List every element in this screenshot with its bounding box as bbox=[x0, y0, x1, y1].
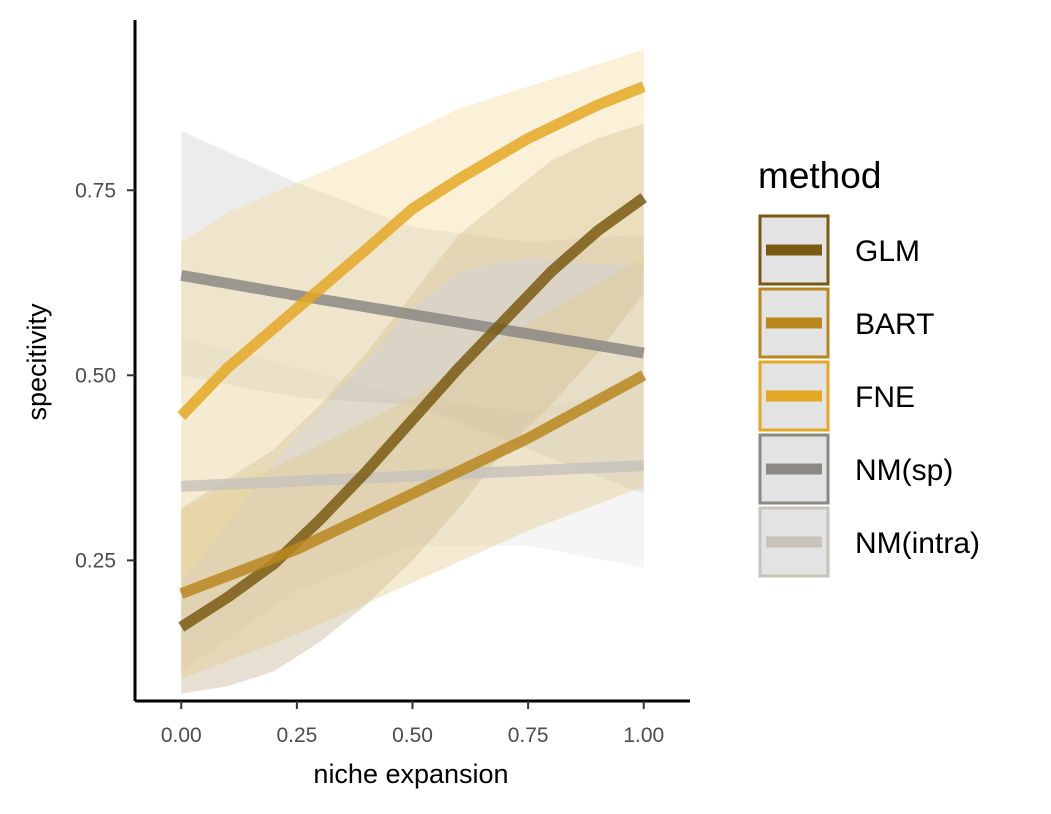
y-tick-label: 0.25 bbox=[75, 549, 116, 572]
x-tick-label: 0.00 bbox=[161, 724, 202, 747]
legend-label-fne: FNE bbox=[855, 381, 915, 414]
y-tick-label: 0.50 bbox=[75, 364, 116, 387]
axis-ticks: 0.00 0.25 0.50 0.75 1.00 0.25 0.50 0.75 bbox=[75, 179, 664, 747]
legend-label-bart: BART bbox=[855, 308, 934, 341]
line-fne bbox=[177, 81, 646, 420]
band-nm-intra bbox=[181, 338, 644, 672]
x-tick-label: 0.75 bbox=[508, 724, 549, 747]
x-tick-label: 1.00 bbox=[623, 724, 664, 747]
legend-label-nm-intra: NM(intra) bbox=[855, 527, 980, 560]
band-fne bbox=[181, 49, 644, 583]
band-bart bbox=[181, 256, 644, 679]
legend: method GLM BART FNE NM(sp) NM(intra) bbox=[758, 155, 980, 578]
line-nm-intra bbox=[181, 460, 644, 492]
legend-label-nm-sp: NM(sp) bbox=[855, 454, 953, 487]
x-axis-title: niche expansion bbox=[313, 759, 508, 789]
line-glm bbox=[178, 193, 647, 632]
legend-title: method bbox=[758, 155, 881, 196]
y-axis-title: specitivity bbox=[22, 303, 52, 421]
confidence-bands bbox=[181, 49, 644, 694]
y-tick-label: 0.75 bbox=[75, 179, 116, 202]
series-lines bbox=[177, 81, 647, 632]
legend-label-glm: GLM bbox=[855, 235, 920, 268]
x-tick-label: 0.50 bbox=[392, 724, 433, 747]
line-nm-sp bbox=[180, 269, 645, 359]
x-tick-label: 0.25 bbox=[276, 724, 317, 747]
line-bart bbox=[179, 370, 647, 599]
